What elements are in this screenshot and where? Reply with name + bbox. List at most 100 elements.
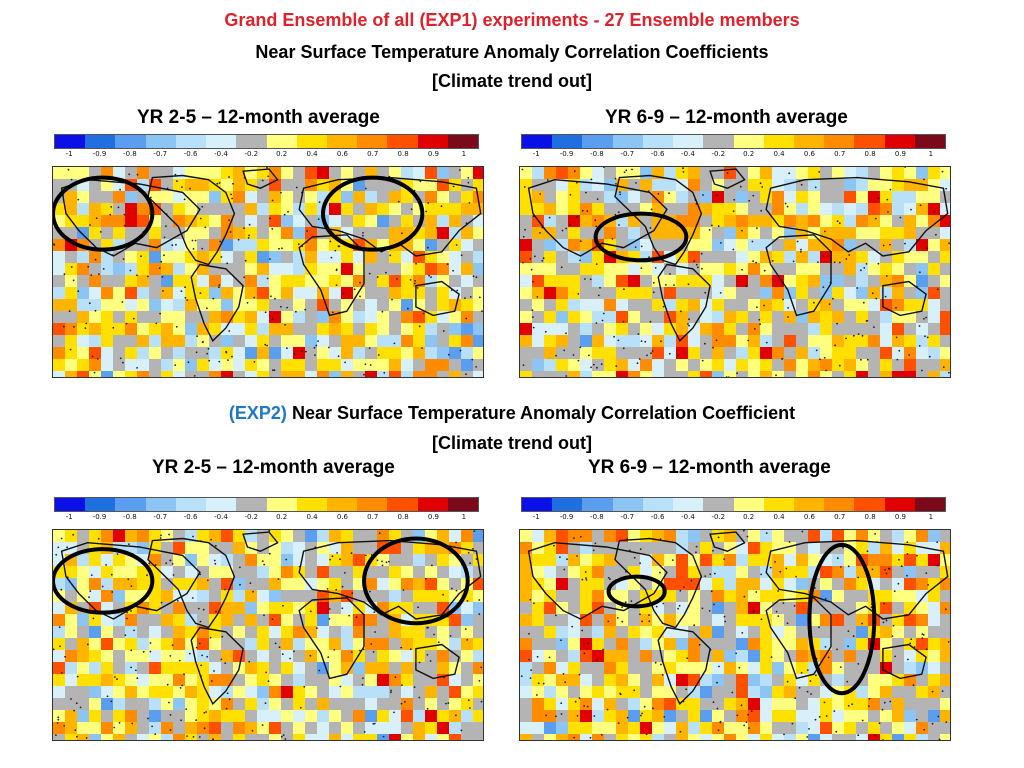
map-cell bbox=[341, 287, 353, 299]
map-cell bbox=[425, 203, 437, 215]
highlight-ellipse bbox=[807, 542, 877, 696]
map-cell bbox=[137, 686, 149, 698]
map-cell bbox=[652, 638, 664, 650]
map-cell bbox=[341, 626, 353, 638]
map-cell bbox=[281, 371, 293, 377]
map-cell bbox=[185, 734, 197, 740]
map-cell bbox=[904, 698, 916, 710]
map-cell bbox=[784, 275, 796, 287]
significance-dot bbox=[861, 334, 864, 337]
map-cell bbox=[592, 287, 604, 299]
map-cell bbox=[113, 335, 125, 347]
significance-dot bbox=[334, 249, 337, 252]
coastline bbox=[60, 541, 201, 620]
significance-dot bbox=[206, 352, 209, 355]
significance-dot bbox=[655, 605, 658, 608]
colorbar-tick-label: 0.6 bbox=[336, 513, 348, 521]
significance-dot bbox=[466, 639, 469, 641]
significance-dot bbox=[918, 345, 921, 347]
map-cell bbox=[760, 602, 772, 614]
map-cell bbox=[892, 203, 904, 215]
map-cell bbox=[425, 323, 437, 335]
significance-dot bbox=[874, 217, 877, 220]
map-cell bbox=[592, 323, 604, 335]
significance-dot bbox=[248, 234, 250, 237]
map-cell bbox=[53, 662, 65, 674]
colorbar-tick-label: -0.2 bbox=[711, 150, 726, 158]
significance-dot bbox=[55, 553, 58, 556]
map-cell bbox=[353, 626, 365, 638]
map-cell bbox=[628, 614, 640, 626]
map-cell bbox=[892, 323, 904, 335]
map-cell bbox=[736, 167, 748, 179]
significance-dot bbox=[163, 236, 166, 239]
map-cell bbox=[556, 299, 568, 311]
map-cell bbox=[940, 674, 950, 686]
map-cell bbox=[53, 686, 65, 698]
map-cell bbox=[161, 722, 173, 734]
map-cell bbox=[233, 311, 245, 323]
significance-dot bbox=[931, 690, 934, 693]
significance-dot bbox=[293, 352, 296, 355]
significance-dot bbox=[867, 705, 870, 707]
map-cell bbox=[520, 734, 532, 740]
map-cell bbox=[269, 554, 281, 566]
coastline bbox=[147, 174, 236, 266]
map-cell bbox=[305, 359, 317, 371]
map-cell bbox=[113, 359, 125, 371]
map-cell bbox=[233, 626, 245, 638]
significance-dot bbox=[227, 359, 229, 361]
map-cell bbox=[880, 590, 892, 602]
coastline bbox=[882, 643, 927, 680]
map-cell bbox=[413, 686, 425, 698]
map-cell bbox=[473, 287, 483, 299]
map-cell bbox=[89, 650, 101, 662]
map-cell bbox=[580, 179, 592, 191]
map-cell bbox=[868, 698, 880, 710]
map-cell bbox=[676, 323, 688, 335]
significance-dot bbox=[617, 722, 620, 724]
map-cell bbox=[628, 650, 640, 662]
map-cell bbox=[245, 287, 257, 299]
significance-dot bbox=[195, 646, 198, 649]
map-cell bbox=[904, 686, 916, 698]
map-cell bbox=[173, 239, 185, 251]
map-cell bbox=[329, 299, 341, 311]
map-cell bbox=[329, 251, 341, 263]
map-cell bbox=[413, 554, 425, 566]
colorbar-swatch-10 bbox=[357, 498, 388, 511]
map-cell bbox=[940, 323, 950, 335]
colorbar-swatch-10 bbox=[824, 135, 855, 148]
map-cell bbox=[808, 191, 820, 203]
map-cell bbox=[53, 542, 65, 554]
map-cell bbox=[209, 650, 221, 662]
colorbar-swatch-9 bbox=[793, 498, 825, 511]
significance-dot bbox=[191, 239, 194, 242]
map-cell bbox=[724, 566, 736, 578]
map-cell bbox=[820, 239, 832, 251]
significance-dot bbox=[786, 680, 789, 683]
significance-dot bbox=[270, 295, 272, 298]
map-cell bbox=[520, 251, 532, 263]
significance-dot bbox=[478, 599, 481, 601]
map-cell bbox=[53, 299, 65, 311]
significance-dot bbox=[794, 697, 797, 700]
map-cell bbox=[473, 734, 483, 740]
map-cell bbox=[712, 191, 724, 203]
map-cell bbox=[197, 542, 209, 554]
significance-dot bbox=[884, 295, 887, 298]
significance-dot bbox=[885, 572, 888, 575]
map-cell bbox=[149, 227, 161, 239]
map-cell bbox=[736, 674, 748, 686]
map-cell bbox=[137, 347, 149, 359]
map-cell bbox=[616, 722, 628, 734]
map-cell bbox=[293, 662, 305, 674]
map-cell bbox=[676, 662, 688, 674]
map-cell bbox=[580, 299, 592, 311]
significance-dot bbox=[630, 600, 633, 603]
map-cell bbox=[125, 203, 137, 215]
colorbar-swatch-2 bbox=[115, 498, 146, 511]
significance-dot bbox=[284, 324, 286, 326]
map-cell bbox=[125, 323, 137, 335]
map-cell bbox=[269, 578, 281, 590]
